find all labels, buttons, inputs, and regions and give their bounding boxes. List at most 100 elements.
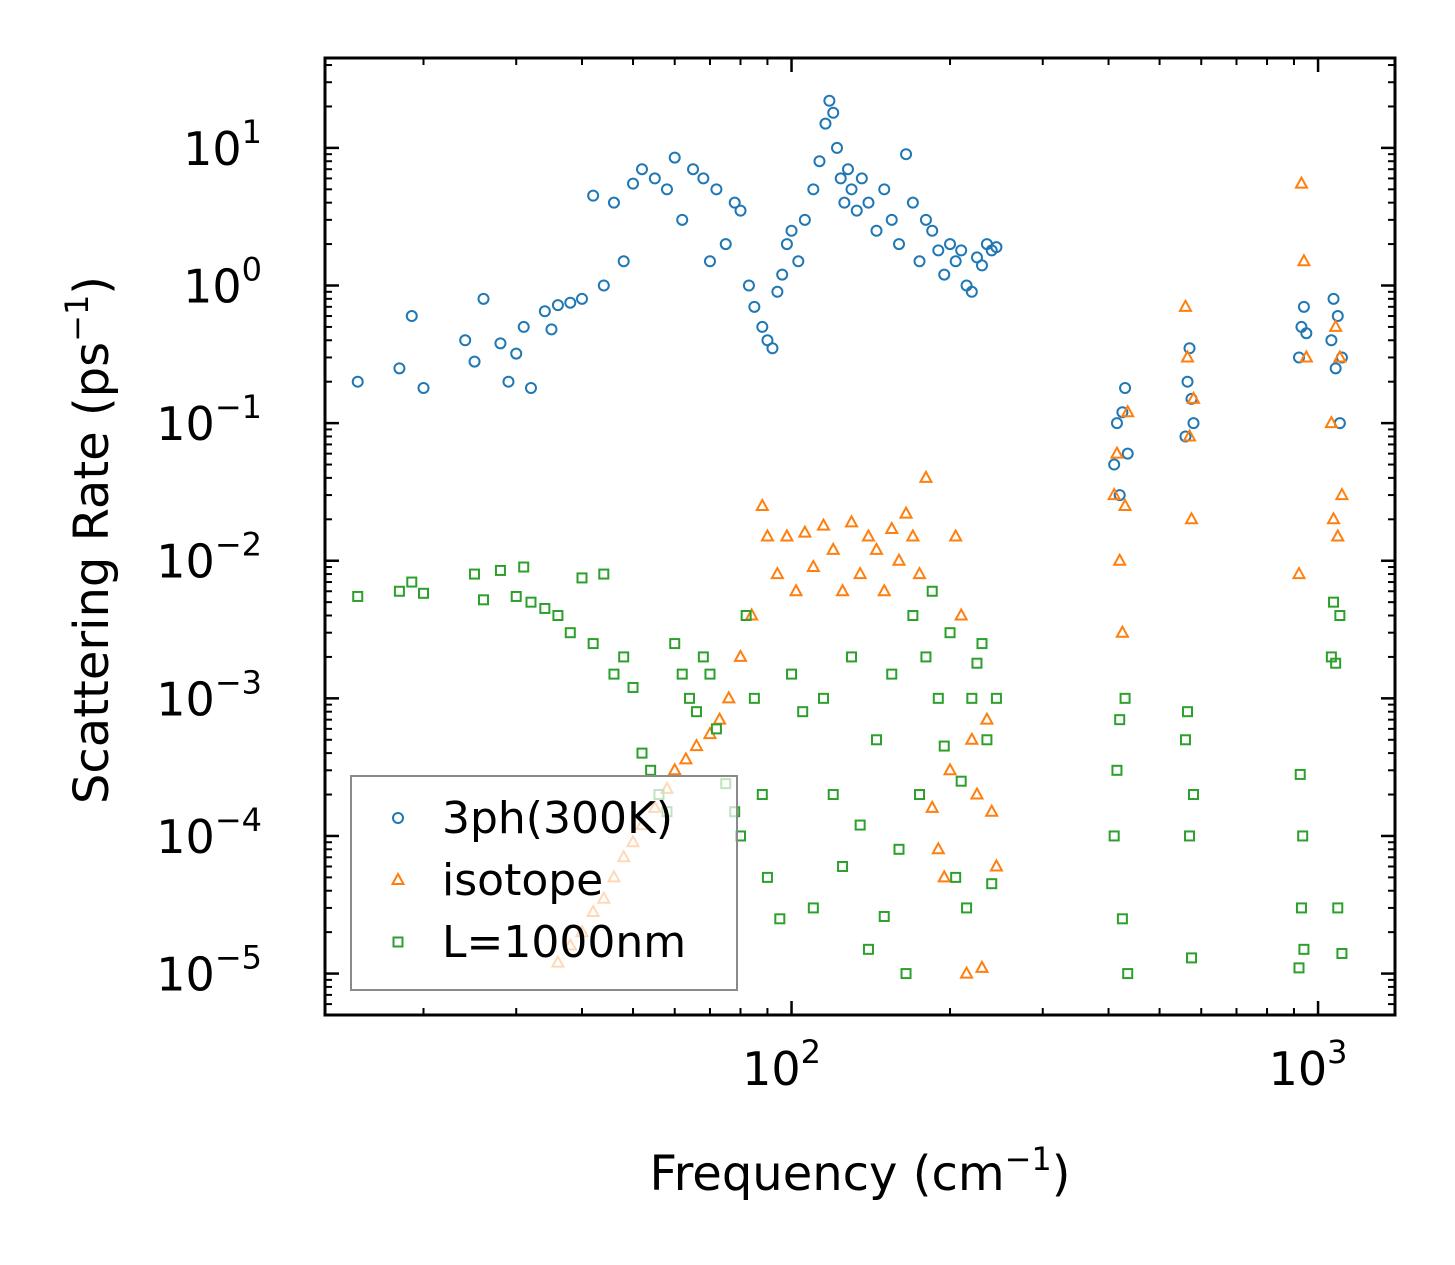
data-point bbox=[1110, 417, 1123, 430]
axis-ticks-layer: 102 103 10−5 10−4 10−3 10−2 10−1 100 101 bbox=[156, 58, 1395, 1096]
data-point bbox=[459, 334, 472, 347]
data-point bbox=[918, 469, 934, 483]
data-point bbox=[807, 183, 820, 196]
data-point bbox=[744, 607, 759, 621]
legend: 3ph(300K) isotope L=1000nm bbox=[350, 775, 738, 991]
data-point bbox=[913, 789, 925, 801]
data-point bbox=[771, 285, 784, 298]
y-tick-label: 10−5 bbox=[156, 939, 262, 1002]
data-point bbox=[417, 381, 430, 394]
data-point bbox=[1300, 327, 1313, 340]
data-point bbox=[756, 320, 769, 333]
data-point bbox=[608, 668, 620, 680]
data-point bbox=[607, 196, 620, 209]
data-point bbox=[1331, 310, 1344, 323]
data-point bbox=[937, 869, 952, 883]
data-point bbox=[502, 375, 515, 388]
data-point bbox=[898, 505, 914, 519]
data-point bbox=[1119, 692, 1131, 704]
data-point bbox=[776, 268, 789, 281]
data-point bbox=[1298, 943, 1310, 955]
data-point bbox=[893, 238, 906, 251]
data-point bbox=[884, 520, 899, 535]
data-point bbox=[351, 375, 364, 388]
data-point bbox=[1115, 624, 1130, 638]
data-point bbox=[352, 590, 364, 602]
data-point bbox=[669, 638, 681, 650]
data-point bbox=[869, 541, 884, 555]
data-point bbox=[728, 196, 741, 209]
data-point bbox=[748, 692, 760, 704]
data-point bbox=[919, 213, 932, 226]
data-point bbox=[986, 878, 998, 890]
data-point bbox=[979, 711, 995, 725]
data-point bbox=[518, 561, 530, 573]
data-point bbox=[819, 117, 832, 130]
data-point bbox=[1296, 253, 1312, 267]
data-point bbox=[834, 172, 847, 185]
data-point bbox=[870, 734, 882, 746]
data-point bbox=[721, 690, 736, 704]
data-point bbox=[878, 910, 890, 922]
data-point bbox=[950, 871, 962, 883]
data-point bbox=[418, 587, 430, 599]
x-tick-label: 103 bbox=[1269, 1033, 1348, 1096]
data-point bbox=[748, 300, 761, 313]
legend-marker-triangle bbox=[390, 871, 406, 885]
data-point bbox=[878, 183, 891, 196]
data-point bbox=[966, 692, 978, 704]
data-point bbox=[953, 607, 969, 621]
data-point bbox=[689, 737, 704, 752]
data-point bbox=[770, 565, 785, 580]
data-point bbox=[648, 172, 661, 185]
data-point bbox=[900, 148, 913, 161]
data-point bbox=[1117, 497, 1133, 511]
data-point bbox=[981, 734, 993, 746]
data-point bbox=[912, 565, 927, 580]
data-point bbox=[920, 651, 932, 663]
data-point bbox=[1184, 830, 1196, 842]
data-point bbox=[667, 762, 682, 776]
data-point bbox=[1119, 381, 1132, 394]
data-point bbox=[798, 213, 811, 226]
data-point bbox=[838, 196, 851, 209]
data-point bbox=[961, 902, 973, 914]
data-point bbox=[1178, 298, 1193, 312]
x-axis-title: Frequency (cm−1) bbox=[649, 1140, 1070, 1202]
data-point bbox=[552, 609, 564, 621]
data-point bbox=[944, 627, 956, 639]
y-tick-label: 101 bbox=[183, 113, 262, 176]
data-point bbox=[1332, 902, 1344, 914]
data-point bbox=[676, 213, 689, 226]
data-point bbox=[827, 106, 840, 119]
data-point bbox=[948, 528, 963, 542]
data-point bbox=[719, 238, 732, 251]
data-point bbox=[926, 224, 939, 237]
data-point bbox=[944, 238, 957, 251]
data-point bbox=[539, 602, 551, 614]
data-point bbox=[850, 204, 863, 217]
data-point bbox=[1297, 300, 1310, 313]
legend-label: isotope bbox=[442, 855, 603, 906]
data-point bbox=[734, 204, 747, 217]
data-point bbox=[469, 568, 481, 580]
data-point bbox=[1109, 445, 1125, 459]
data-point bbox=[806, 558, 821, 573]
data-point bbox=[742, 279, 755, 292]
data-point bbox=[955, 244, 968, 257]
data-point bbox=[733, 648, 748, 662]
data-point bbox=[938, 268, 951, 281]
data-point bbox=[949, 255, 962, 268]
data-point bbox=[975, 259, 988, 272]
data-point bbox=[788, 583, 804, 597]
data-point bbox=[678, 751, 694, 765]
data-point bbox=[989, 858, 1004, 872]
data-point bbox=[845, 183, 858, 196]
data-point bbox=[660, 183, 673, 196]
y-axis-title: Scattering Rate (ps−1) bbox=[58, 276, 120, 804]
data-point bbox=[524, 381, 537, 394]
data-point bbox=[627, 681, 639, 693]
data-point bbox=[564, 296, 577, 309]
data-point bbox=[691, 706, 703, 718]
